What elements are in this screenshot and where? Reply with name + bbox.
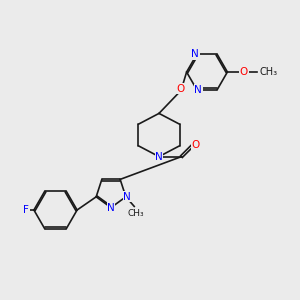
Text: O: O [176, 83, 184, 94]
Text: N: N [124, 192, 131, 202]
Text: N: N [191, 49, 199, 59]
Text: N: N [194, 85, 202, 95]
Text: N: N [107, 202, 115, 213]
Text: O: O [240, 67, 248, 77]
Text: O: O [191, 140, 200, 150]
Text: CH₃: CH₃ [260, 67, 278, 77]
Text: F: F [23, 205, 29, 215]
Text: CH₃: CH₃ [128, 209, 144, 218]
Text: N: N [155, 152, 163, 162]
